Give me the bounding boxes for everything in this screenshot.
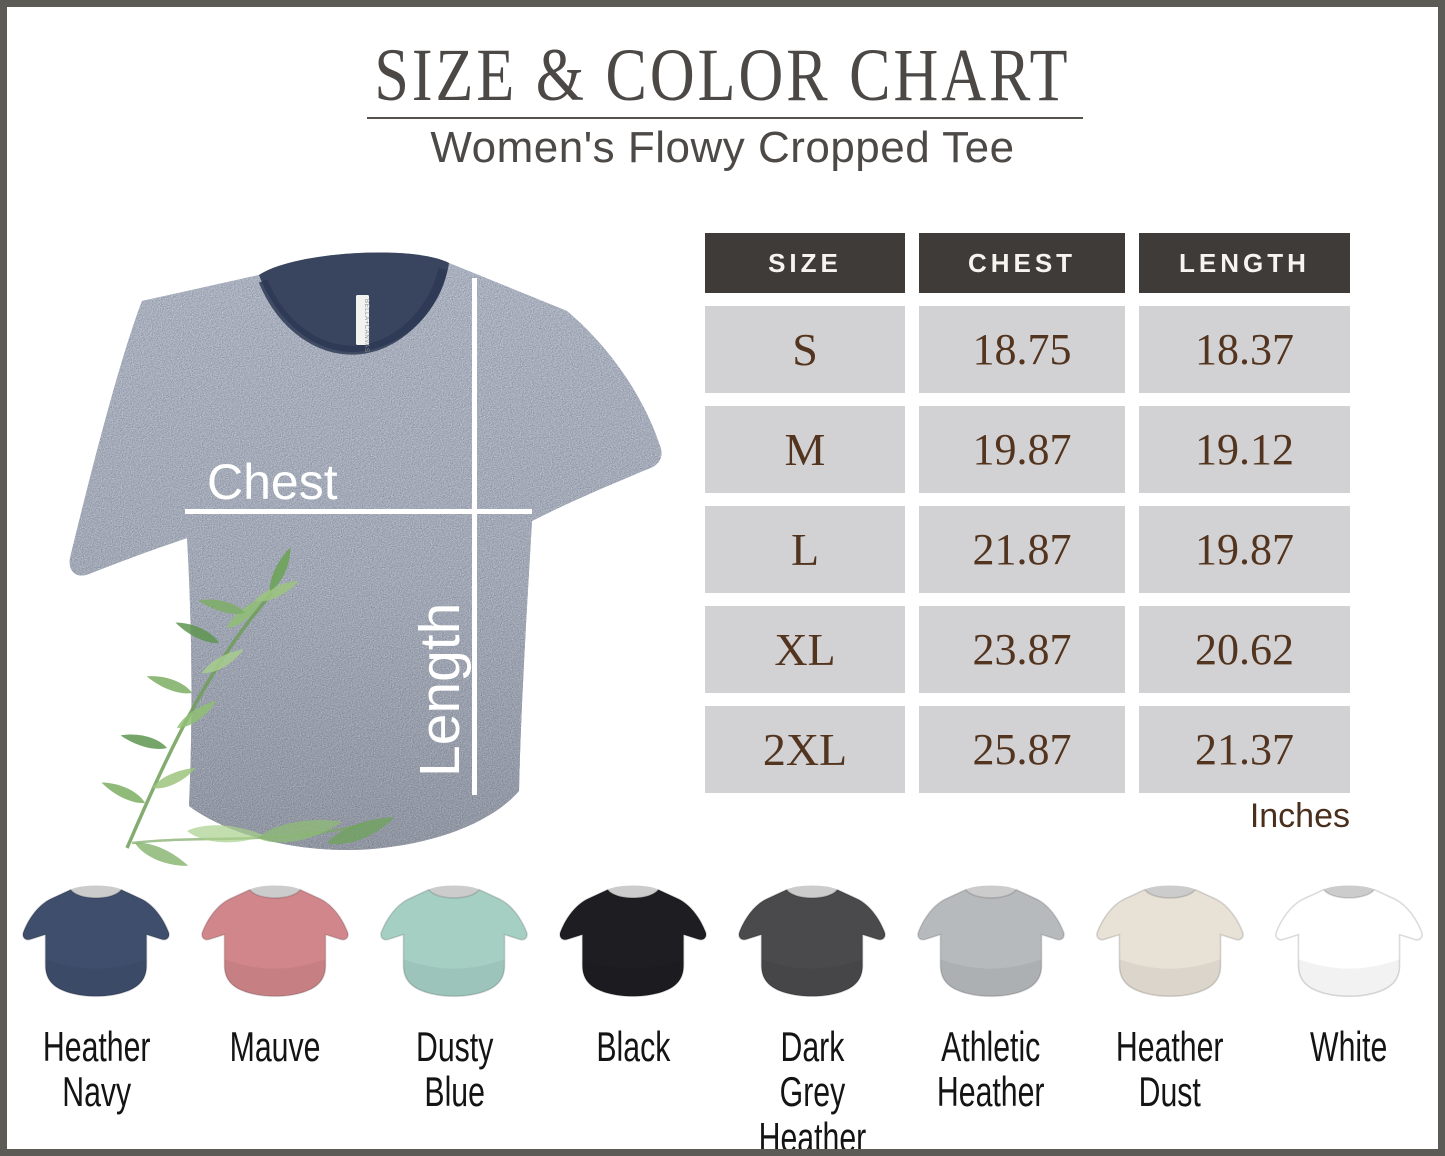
color-swatch-row: Heather Navy Mauve Dusty Blue Black Dark… — [7, 873, 1438, 1156]
page-title: SIZE & COLOR CHART — [374, 34, 1071, 118]
tshirt-icon — [17, 873, 175, 1020]
chest-cell: 19.87 — [919, 406, 1125, 493]
color-swatch-dusty-blue: Dusty Blue — [365, 873, 544, 1149]
unit-label: Inches — [1249, 797, 1350, 835]
length-measure-line — [472, 278, 477, 795]
color-swatch-heather-dust: Heather Dust — [1080, 873, 1259, 1149]
tshirt-icon — [554, 873, 712, 1020]
color-swatch-heather-navy: Heather Navy — [7, 873, 186, 1149]
product-subtitle: Women's Flowy Cropped Tee — [430, 123, 1015, 172]
size-cell: 2XL — [705, 706, 905, 793]
color-name: Black — [596, 1023, 671, 1070]
size-table: SIZE CHEST LENGTH S 18.75 18.37 M 19.87 … — [705, 233, 1350, 793]
length-cell: 19.87 — [1139, 506, 1350, 593]
size-cell: M — [705, 406, 905, 493]
size-cell: L — [705, 506, 905, 593]
color-swatch-athletic-heather: Athletic Heather — [901, 873, 1080, 1149]
color-name: Dusty Blue — [415, 1023, 493, 1116]
color-swatch-black: Black — [544, 873, 723, 1149]
length-cell: 20.62 — [1139, 606, 1350, 693]
collar-band — [258, 267, 448, 355]
color-name: White — [1309, 1023, 1388, 1070]
column-header-length: LENGTH — [1139, 233, 1350, 293]
color-name: Heather Navy — [42, 1023, 151, 1116]
color-name: Dark Grey Heather — [758, 1023, 866, 1156]
size-cell: XL — [705, 606, 905, 693]
tshirt-icon — [375, 873, 533, 1020]
title-underline — [367, 117, 1083, 119]
column-header-chest: CHEST — [919, 233, 1125, 293]
column-header-size: SIZE — [705, 233, 905, 293]
measurement-diagram: BELLA+CANVAS — [27, 203, 682, 868]
length-cell: 21.37 — [1139, 706, 1350, 793]
tshirt-diagram-graphic: BELLA+CANVAS — [69, 252, 662, 868]
chest-cell: 21.87 — [919, 506, 1125, 593]
color-swatch-white: White — [1259, 873, 1438, 1149]
color-swatch-mauve: Mauve — [186, 873, 365, 1149]
tshirt-icon — [196, 873, 354, 1020]
color-name: Mauve — [229, 1023, 321, 1070]
size-cell: S — [705, 306, 905, 393]
chest-cell: 25.87 — [919, 706, 1125, 793]
length-cell: 19.12 — [1139, 406, 1350, 493]
tag-label: BELLA+CANVAS — [363, 299, 369, 353]
color-name: Heather Dust — [1115, 1023, 1224, 1116]
length-cell: 18.37 — [1139, 306, 1350, 393]
greenery-decoration — [100, 546, 398, 868]
neck-tag: BELLA+CANVAS — [356, 295, 369, 353]
chest-cell: 18.75 — [919, 306, 1125, 393]
color-name: Athletic Heather — [937, 1023, 1045, 1116]
tshirt-icon — [733, 873, 891, 1020]
length-label: Length — [408, 603, 472, 777]
chest-measure-line — [185, 509, 532, 514]
chest-label: Chest — [207, 454, 338, 510]
chest-cell: 23.87 — [919, 606, 1125, 693]
tshirt-icon — [1091, 873, 1249, 1020]
color-swatch-dark-grey-heather: Dark Grey Heather — [723, 873, 902, 1156]
tshirt-icon — [1270, 873, 1428, 1020]
tshirt-icon — [912, 873, 1070, 1020]
